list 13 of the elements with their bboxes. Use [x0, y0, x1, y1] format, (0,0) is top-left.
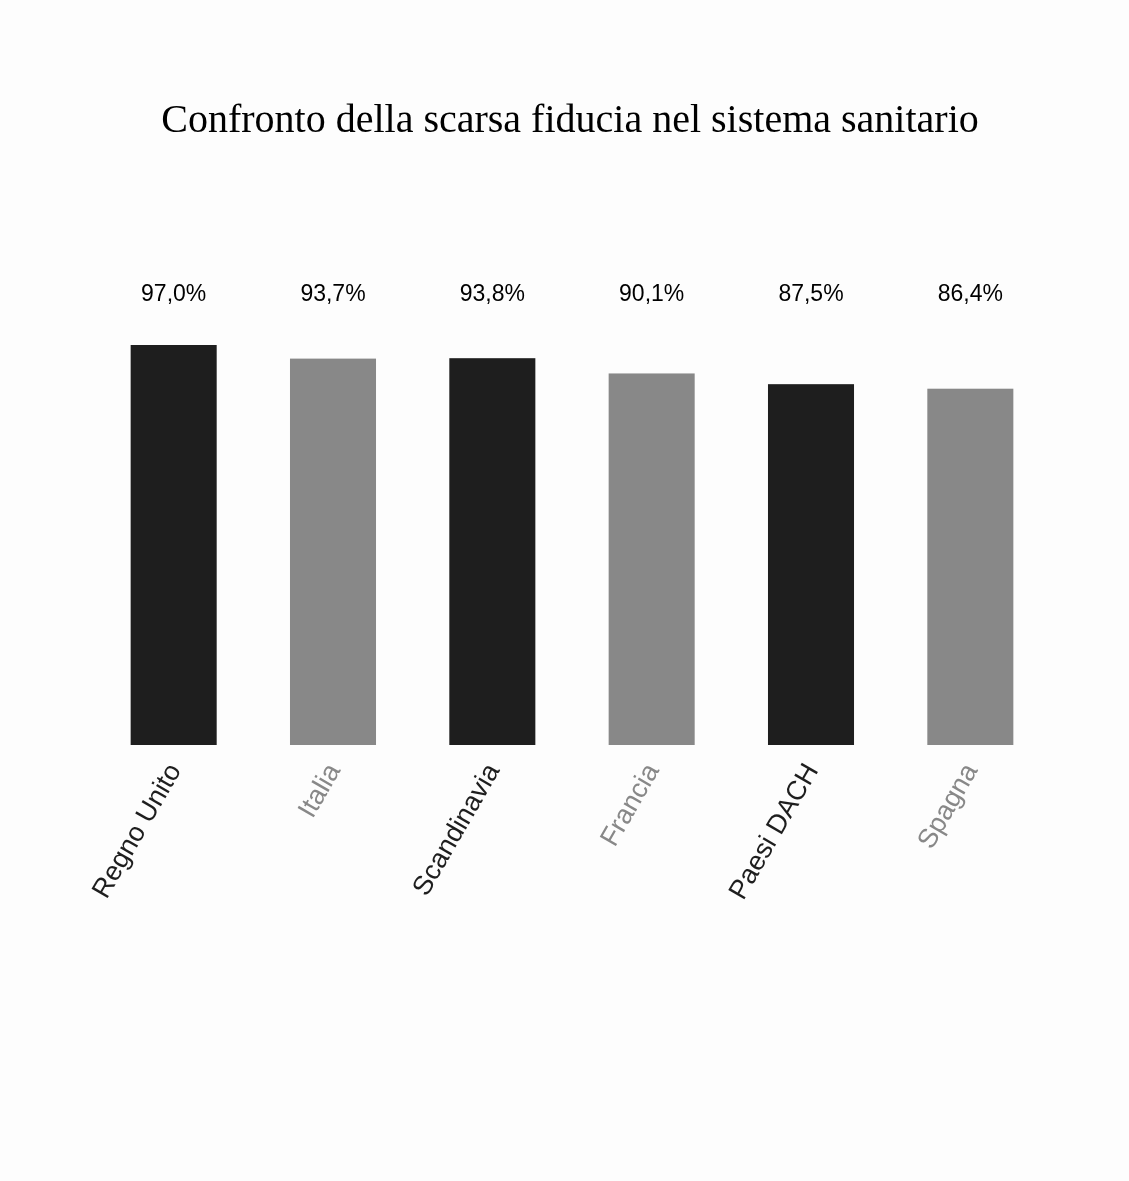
bar — [927, 388, 1014, 745]
data-label: 93,8% — [459, 280, 525, 306]
data-label: 93,7% — [300, 280, 366, 306]
bar — [767, 384, 855, 745]
data-label: 86,4% — [937, 280, 1003, 306]
data-label: 90,1% — [619, 280, 685, 306]
bar — [608, 373, 695, 745]
bar — [130, 345, 217, 745]
bar — [449, 358, 536, 745]
chart-title: Confronto della scarsa fiducia nel sistema sanitario — [161, 96, 979, 141]
data-label: 87,5% — [778, 280, 844, 306]
data-label: 97,0% — [141, 280, 207, 306]
bar — [289, 358, 377, 745]
